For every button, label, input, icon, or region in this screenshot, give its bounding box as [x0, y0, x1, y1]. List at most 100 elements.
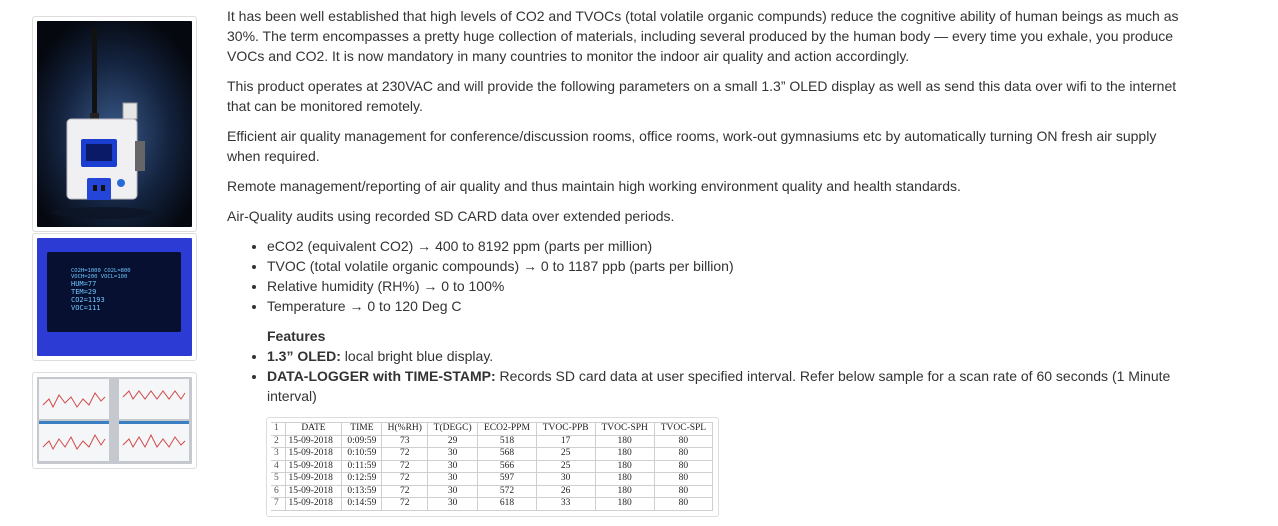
table-cell: 518: [477, 434, 537, 448]
oled-line-5: CO2=1193: [71, 296, 105, 304]
table-cell: 15-09-2018: [284, 484, 343, 498]
charts-illustration: [37, 377, 192, 464]
table-cell: 30: [427, 472, 479, 486]
table-cell: 0:11:59: [341, 459, 383, 473]
feature-text: Records SD card data at user specified i…: [267, 368, 1171, 404]
oled-photo: CO2H=1000 CO2L=800 VOCH=200 VOCL=100 HUM…: [37, 238, 192, 356]
table-cell: 80: [653, 459, 714, 473]
product-description: It has been well established that high l…: [227, 6, 1187, 406]
table-cell: 25: [535, 447, 596, 461]
column-header: ECO2-PPM: [477, 422, 537, 436]
table-cell: 72: [381, 459, 429, 473]
oled-line-4: TEM=29: [71, 288, 97, 296]
table-cell: 17: [535, 434, 596, 448]
product-photo: [37, 21, 192, 227]
list-item: TVOC (total volatile organic compounds) …: [267, 256, 1187, 276]
table-cell: 0:12:59: [341, 472, 383, 486]
table-cell: 0:09:59: [341, 434, 383, 448]
table-cell: 72: [381, 447, 429, 461]
column-header: TVOC-SPL: [653, 422, 714, 436]
row-number: 5: [271, 472, 286, 486]
table-cell: 15-09-2018: [284, 459, 343, 473]
list-item: Relative humidity (RH%) → 0 to 100%: [267, 276, 1187, 296]
table-row: 4 15-09-2018 0:11:59 72 30 566 25 180 80: [271, 459, 714, 473]
table-cell: 180: [594, 484, 655, 498]
table-cell: 180: [594, 434, 655, 448]
log-table-thumbnail[interactable]: 1 DATE TIME H(%RH) T(DEGC) ECO2-PPM TVOC…: [266, 417, 719, 517]
table-cell: 80: [653, 447, 714, 461]
table-cell: 15-09-2018: [284, 497, 343, 511]
product-photo-thumbnail[interactable]: [32, 16, 197, 232]
table-cell: 618: [477, 497, 537, 511]
row-number: 4: [271, 459, 286, 473]
oled-line-1: CO2H=1000 CO2L=800: [71, 268, 131, 274]
table-cell: 572: [477, 484, 537, 498]
table-cell: 0:14:59: [341, 497, 383, 511]
table-cell: 15-09-2018: [284, 434, 343, 448]
table-cell: 180: [594, 459, 655, 473]
oled-line-3: HUM=77: [71, 280, 97, 288]
table-row: 2 15-09-2018 0:09:59 73 29 518 17 180 80: [271, 434, 714, 448]
table-cell: 72: [381, 484, 429, 498]
column-header: T(DEGC): [427, 422, 479, 436]
feature-title: 1.3” OLED:: [267, 348, 341, 364]
device-illustration: [37, 21, 192, 227]
feature-title: DATA-LOGGER with TIME-STAMP:: [267, 368, 496, 384]
efficiency-paragraph: Efficient air quality management for con…: [227, 128, 1157, 164]
table-cell: 180: [594, 447, 655, 461]
table-cell: 566: [477, 459, 537, 473]
table-cell: 30: [427, 484, 479, 498]
oled-line-6: VOC=111: [71, 304, 101, 312]
parameter-list: eCO2 (equivalent CO2) → 400 to 8192 ppm …: [227, 236, 1187, 316]
table-cell: 597: [477, 472, 537, 486]
column-header: TIME: [341, 422, 383, 436]
table-header-row: 1 DATE TIME H(%RH) T(DEGC) ECO2-PPM TVOC…: [271, 422, 714, 436]
charts-thumbnail[interactable]: [32, 372, 197, 469]
table-cell: 33: [535, 497, 596, 511]
list-item: DATA-LOGGER with TIME-STAMP: Records SD …: [267, 366, 1187, 406]
table-cell: 72: [381, 472, 429, 486]
table-row: 5 15-09-2018 0:12:59 72 30 597 30 180 80: [271, 472, 714, 486]
table-cell: 30: [535, 472, 596, 486]
column-header: TVOC-SPH: [594, 422, 655, 436]
row-number: 2: [271, 434, 286, 448]
table-row: 3 15-09-2018 0:10:59 72 30 568 25 180 80: [271, 447, 714, 461]
table-row: 7 15-09-2018 0:14:59 72 30 618 33 180 80: [271, 497, 714, 511]
table-cell: 568: [477, 447, 537, 461]
list-item: Temperature → 0 to 120 Deg C: [267, 296, 1187, 316]
feature-text: local bright blue display.: [340, 348, 494, 364]
table-cell: 30: [427, 497, 479, 511]
table-cell: 30: [427, 459, 479, 473]
remote-management-paragraph: Remote management/reporting of air quali…: [227, 178, 961, 194]
column-header: DATE: [284, 422, 343, 436]
table-cell: 0:10:59: [341, 447, 383, 461]
table-cell: 80: [653, 484, 714, 498]
list-item: 1.3” OLED: local bright blue display.: [267, 346, 1187, 366]
list-item: eCO2 (equivalent CO2) → 400 to 8192 ppm …: [267, 236, 1187, 256]
charts-photo: [37, 377, 192, 464]
features-list: 1.3” OLED: local bright blue display. DA…: [227, 346, 1187, 406]
intro-paragraph: It has been well established that high l…: [227, 8, 1179, 64]
table-cell: 180: [594, 472, 655, 486]
row-number: 3: [271, 447, 286, 461]
column-header: TVOC-PPB: [535, 422, 596, 436]
table-cell: 15-09-2018: [284, 472, 343, 486]
features-heading: Features: [267, 328, 326, 344]
column-header: H(%RH): [381, 422, 429, 436]
table-cell: 15-09-2018: [284, 447, 343, 461]
log-table: 1 DATE TIME H(%RH) T(DEGC) ECO2-PPM TVOC…: [271, 422, 714, 511]
table-cell: 25: [535, 459, 596, 473]
row-number: 6: [271, 484, 286, 498]
audit-paragraph: Air-Quality audits using recorded SD CAR…: [227, 208, 675, 224]
table-cell: 0:13:59: [341, 484, 383, 498]
table-cell: 80: [653, 497, 714, 511]
table-cell: 29: [427, 434, 479, 448]
table-cell: 72: [381, 497, 429, 511]
table-cell: 26: [535, 484, 596, 498]
row-number: 1: [271, 422, 286, 436]
oled-screen: CO2H=1000 CO2L=800 VOCH=200 VOCL=100 HUM…: [47, 252, 181, 332]
table-cell: 180: [594, 497, 655, 511]
table-cell: 80: [653, 472, 714, 486]
oled-line-2: VOCH=200 VOCL=100: [71, 274, 128, 280]
oled-display-thumbnail[interactable]: CO2H=1000 CO2L=800 VOCH=200 VOCL=100 HUM…: [32, 233, 197, 361]
